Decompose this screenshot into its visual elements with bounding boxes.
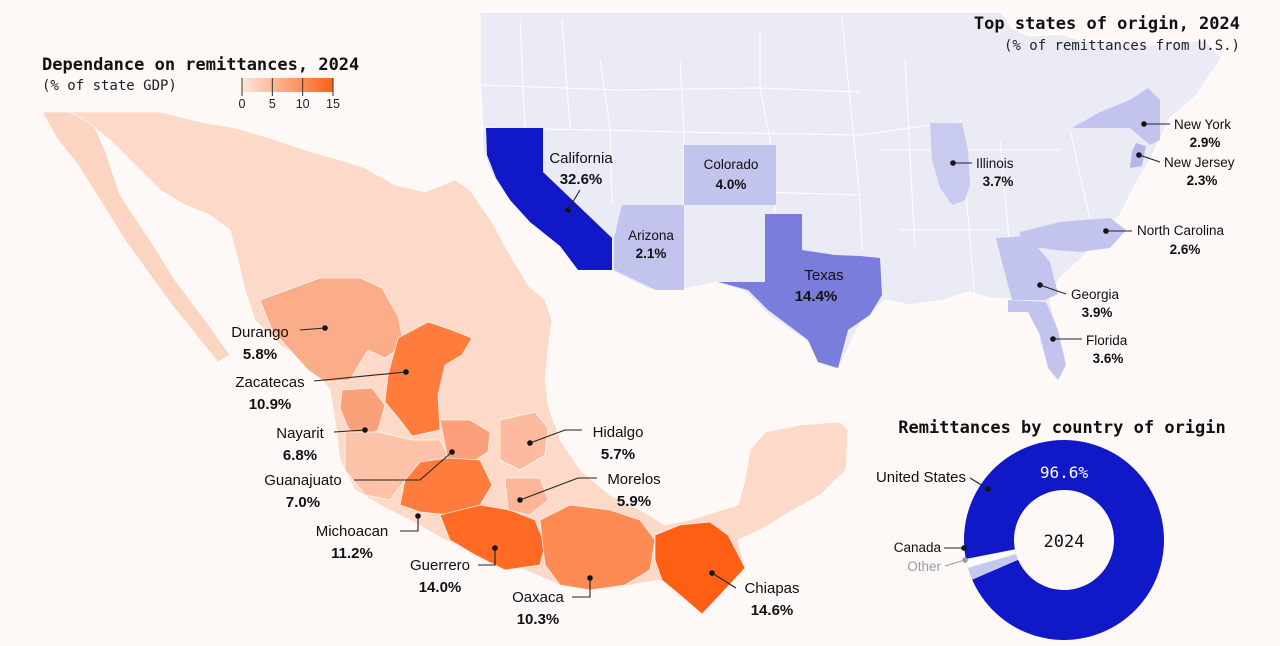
us-subtitle: (% of remittances from U.S.) — [1004, 38, 1240, 54]
guerrero-value: 14.0% — [419, 579, 462, 596]
illinois-label: Illinois — [976, 156, 1014, 171]
state-florida[interactable] — [1008, 300, 1066, 380]
hidalgo-label: Hidalgo — [593, 424, 644, 441]
donut-label-canada: Canada — [894, 540, 942, 555]
new-jersey-value: 2.3% — [1187, 173, 1218, 188]
state-north-carolina[interactable] — [1020, 218, 1126, 252]
mexico-labels: Durango 5.8% Zacatecas 10.9% Nayarit 6.8… — [231, 324, 799, 628]
morelos-label: Morelos — [607, 471, 660, 488]
scale-tick-label-15: 15 — [326, 97, 340, 111]
donut-title: Remittances by country of origin — [898, 418, 1226, 438]
donut-label-other: Other — [907, 559, 941, 574]
state-illinois[interactable] — [930, 123, 970, 205]
color-scale-ticks: 0 5 10 15 — [239, 78, 340, 111]
zacatecas-value: 10.9% — [249, 396, 292, 413]
texas-label: Texas — [804, 267, 843, 284]
state-guerrero[interactable] — [439, 504, 546, 571]
donut-slice-canada[interactable] — [967, 553, 1019, 580]
nayarit-label: Nayarit — [276, 425, 324, 442]
state-chiapas[interactable] — [654, 521, 746, 615]
morelos-value: 5.9% — [617, 493, 651, 510]
color-scale-bar — [242, 78, 333, 92]
mexico-mainland — [68, 111, 849, 615]
texas-value: 14.4% — [795, 288, 838, 305]
state-durango[interactable] — [259, 277, 405, 383]
new-york-value: 2.9% — [1190, 135, 1221, 150]
state-california[interactable] — [486, 128, 612, 270]
durango-label: Durango — [231, 324, 289, 341]
us-title: Top states of origin, 2024 — [974, 14, 1240, 34]
chiapas-value: 14.6% — [751, 602, 794, 619]
donut-center-label: 2024 — [1044, 532, 1085, 552]
guanajuato-value: 7.0% — [286, 494, 320, 511]
us-labels: California 32.6% Texas 14.4% Colorado 4.… — [549, 117, 1234, 366]
california-value: 32.6% — [560, 171, 603, 188]
georgia-value: 3.9% — [1082, 305, 1113, 320]
new-jersey-label: New Jersey — [1164, 155, 1235, 170]
illinois-value: 3.7% — [983, 174, 1014, 189]
arizona-value: 2.1% — [636, 246, 667, 261]
arizona-label: Arizona — [628, 228, 674, 243]
state-colorado[interactable] — [684, 145, 776, 205]
state-new-york[interactable] — [1072, 88, 1160, 145]
colorado-label: Colorado — [704, 157, 759, 172]
scale-tick-label-10: 10 — [296, 97, 310, 111]
guanajuato-label: Guanajuato — [264, 472, 342, 489]
zacatecas-label: Zacatecas — [235, 374, 304, 391]
hidalgo-value: 5.7% — [601, 446, 635, 463]
georgia-label: Georgia — [1071, 287, 1120, 302]
mexico-title: Dependance on remittances, 2024 — [42, 55, 359, 75]
donut-slice-united-states[interactable] — [964, 440, 1164, 641]
north-carolina-value: 2.6% — [1170, 242, 1201, 257]
chiapas-label: Chiapas — [744, 580, 799, 597]
durango-value: 5.8% — [243, 346, 277, 363]
scale-tick-label-0: 0 — [239, 97, 246, 111]
guerrero-label: Guerrero — [410, 557, 470, 574]
scale-tick-label-5: 5 — [269, 97, 276, 111]
florida-value: 3.6% — [1093, 351, 1124, 366]
donut-us-percent: 96.6% — [1040, 463, 1089, 482]
oaxaca-label: Oaxaca — [512, 589, 564, 606]
nayarit-value: 6.8% — [283, 447, 317, 464]
state-oaxaca[interactable] — [539, 504, 656, 591]
oaxaca-value: 10.3% — [517, 611, 560, 628]
california-label: California — [549, 150, 613, 167]
state-arizona[interactable] — [614, 205, 684, 290]
new-york-label: New York — [1174, 117, 1231, 132]
state-baja-california[interactable] — [41, 111, 231, 363]
colorado-value: 4.0% — [716, 177, 747, 192]
north-carolina-label: North Carolina — [1137, 223, 1225, 238]
state-texas[interactable] — [718, 214, 882, 368]
florida-label: Florida — [1086, 333, 1128, 348]
donut-label-us: United States — [876, 469, 966, 486]
michoacan-label: Michoacan — [316, 523, 389, 540]
donut-slice-other[interactable] — [965, 549, 1017, 569]
state-zacatecas[interactable] — [384, 321, 473, 437]
mexico-map — [41, 111, 849, 615]
mexico-subtitle: (% of state GDP) — [42, 78, 177, 94]
michoacan-value: 11.2% — [331, 545, 373, 562]
donut-chart — [964, 440, 1164, 641]
state-hidalgo[interactable] — [499, 411, 549, 471]
state-morelos[interactable] — [504, 477, 549, 516]
us-map — [479, 11, 1223, 380]
